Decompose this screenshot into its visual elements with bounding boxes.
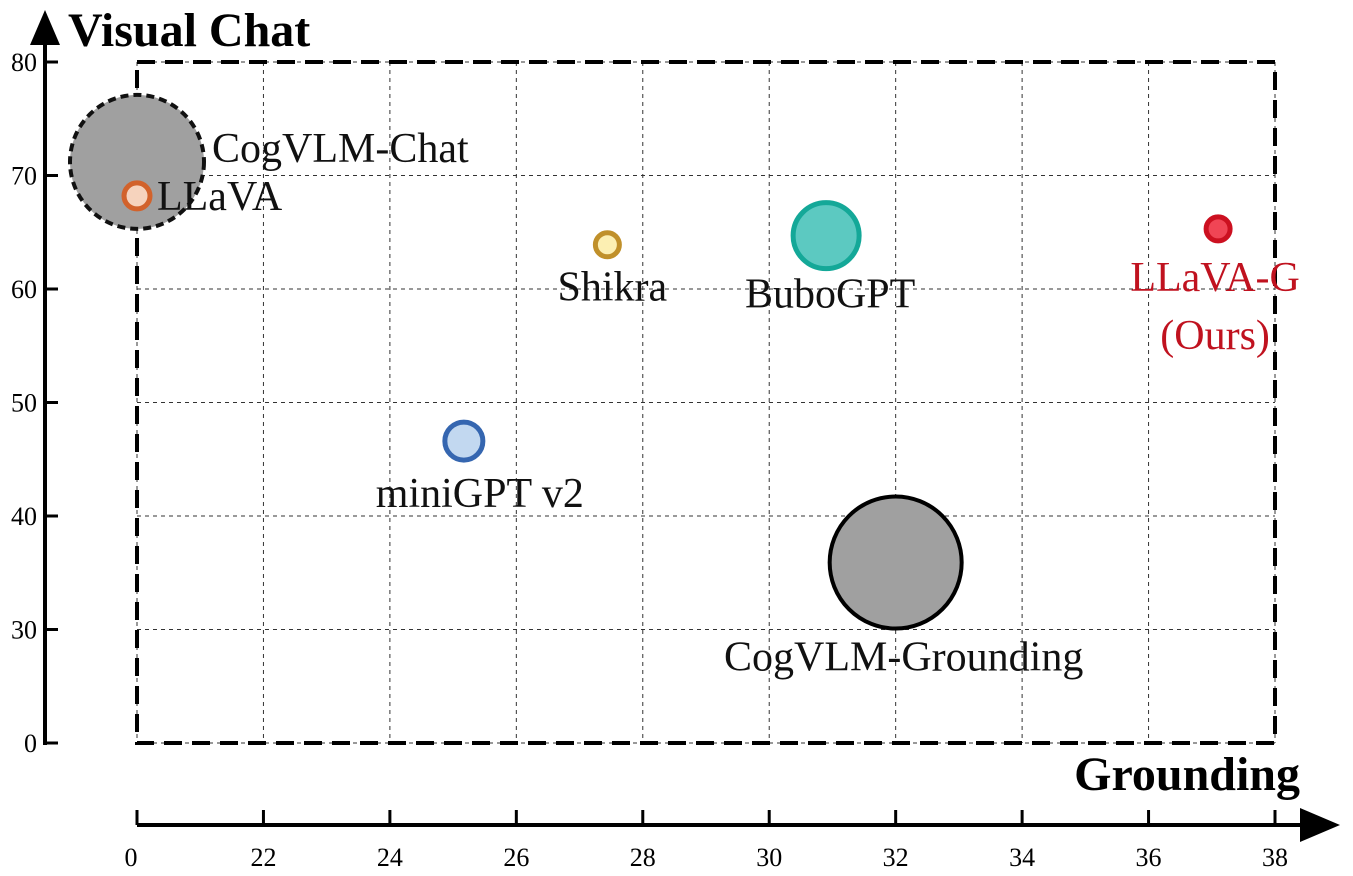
x-tick-label: 38 <box>1262 843 1288 872</box>
y-axis-title: Visual Chat <box>68 4 310 57</box>
point-label: (Ours) <box>1160 313 1270 359</box>
point-label: Shikra <box>558 265 668 311</box>
y-tick-label: 30 <box>11 616 37 645</box>
y-tick-label: 80 <box>11 48 37 77</box>
point-label: CogVLM-Grounding <box>724 635 1083 681</box>
y-tick-label: 50 <box>11 389 37 418</box>
x-tick-label: 36 <box>1136 843 1162 872</box>
y-tick-label: 40 <box>11 502 37 531</box>
x-tick-label: 32 <box>883 843 909 872</box>
plot-frame <box>135 60 1277 745</box>
bubble <box>790 200 862 272</box>
x-axis-title: Grounding <box>1074 748 1300 801</box>
y-arrow <box>30 10 60 45</box>
bubble <box>827 494 964 631</box>
y-tick-label: 70 <box>11 162 37 191</box>
x-tick-label: 22 <box>250 843 276 872</box>
bubble <box>68 92 206 231</box>
x-tick-label: 26 <box>503 843 529 872</box>
x-tick-label: 34 <box>1009 843 1035 872</box>
y-tick-label: 60 <box>11 275 37 304</box>
x-tick-label: 28 <box>630 843 656 872</box>
bubble <box>592 230 622 260</box>
x-arrow <box>1300 808 1340 842</box>
point-label: BuboGPT <box>745 272 915 318</box>
bubble <box>1203 214 1233 244</box>
point-label: CogVLM-Chat <box>212 126 469 172</box>
x-tick-label: 0 <box>125 843 138 872</box>
point-label: LLaVA <box>157 174 283 220</box>
bubble <box>121 180 153 212</box>
x-tick-label: 24 <box>377 843 403 872</box>
bubble <box>442 419 486 463</box>
x-tick-label: 30 <box>756 843 782 872</box>
y-tick-label: 0 <box>24 729 37 758</box>
point-label: miniGPT v2 <box>376 471 584 517</box>
point-label: LLaVA-G <box>1130 255 1300 301</box>
